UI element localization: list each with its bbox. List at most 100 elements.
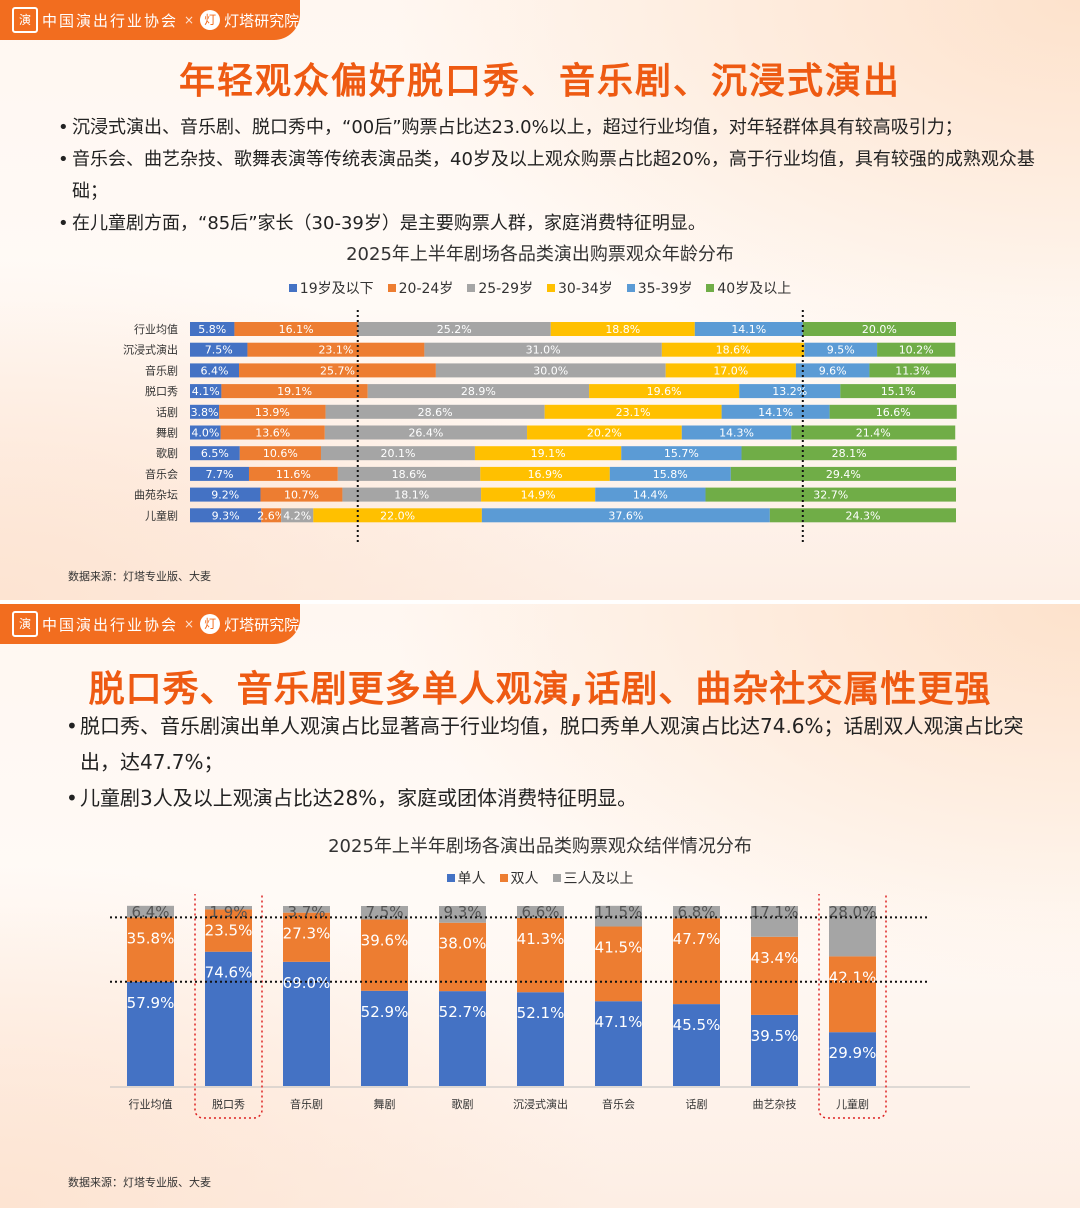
bar-segment	[681, 425, 792, 440]
category-label: 歌剧	[452, 1097, 474, 1111]
bar-segment	[221, 384, 368, 399]
bar-segment	[239, 446, 321, 461]
bar-segment	[205, 906, 252, 910]
header-logo-bar: 演 中国演出行业协会 × 灯 灯塔研究院	[0, 604, 300, 644]
bar-segment	[342, 487, 482, 502]
category-label: 沉浸式演出	[513, 1097, 568, 1111]
chart-title: 2025年上半年剧场各品类演出购票观众年龄分布	[346, 244, 734, 265]
data-label: 47.7%	[673, 930, 721, 948]
bar-segment	[481, 508, 770, 523]
institute-name: 灯塔研究院	[224, 615, 300, 634]
bar-segment	[791, 425, 956, 440]
data-label: 15.8%	[653, 468, 688, 481]
institute-name: 灯塔研究院	[224, 11, 300, 30]
bar-segment	[474, 446, 622, 461]
data-label: 41.5%	[595, 939, 643, 957]
bar-segment	[840, 384, 956, 399]
data-label: 30.0%	[533, 364, 568, 377]
data-label: 43.4%	[751, 949, 799, 967]
bar-segment	[261, 508, 282, 523]
bar-segment	[127, 981, 174, 1086]
bar-segment	[219, 404, 326, 419]
bar-segment	[705, 487, 956, 502]
legend-label: 40岁及以上	[717, 281, 792, 297]
data-label: 38.0%	[439, 935, 487, 953]
bar-segment	[550, 322, 695, 336]
data-label: 32.7%	[813, 489, 848, 502]
header-logo-bar: 演 中国演出行业协会 × 灯 灯塔研究院	[0, 0, 300, 40]
bar-segment	[190, 384, 222, 399]
legend-label: 20-24岁	[398, 281, 454, 297]
bar-segment	[205, 951, 252, 1086]
bar-segment	[481, 487, 596, 502]
data-label: 7.7%	[206, 468, 234, 481]
data-label: 18.8%	[605, 323, 640, 336]
bar-segment	[127, 917, 174, 982]
data-label: 45.5%	[673, 1016, 721, 1034]
category-label: 沉浸式演出	[123, 343, 178, 357]
bar-segment	[665, 363, 796, 378]
data-label: 14.9%	[521, 489, 556, 502]
data-label: 25.2%	[437, 323, 472, 336]
bar-segment	[877, 342, 956, 357]
bar-segment	[190, 466, 249, 481]
data-label: 14.1%	[758, 406, 793, 419]
association-logo-icon: 演	[12, 7, 38, 33]
summary-bullets: 沉浸式演出、音乐剧、脱口秀中，“00后”购票占比达23.0%以上，超过行业均值，…	[58, 112, 1038, 240]
bar-segment	[435, 363, 666, 378]
category-label: 音乐剧	[145, 363, 178, 377]
legend-item: 40岁及以上	[706, 278, 791, 298]
data-label: 7.5%	[205, 344, 233, 357]
legend-label: 30-34岁	[558, 281, 613, 297]
data-label: 23.5%	[205, 921, 253, 939]
data-label: 11.6%	[276, 468, 311, 481]
legend-label: 35-39岁	[637, 281, 693, 297]
legend-item: 双人	[499, 868, 539, 888]
bar-segment	[694, 322, 803, 336]
data-label: 14.1%	[731, 323, 766, 336]
category-label: 舞剧	[374, 1098, 396, 1111]
bar-segment	[869, 363, 956, 378]
legend-item: 三人及以上	[552, 868, 634, 888]
bullet-item: 脱口秀、音乐剧演出单人观演占比显著高于行业均值，脱口秀单人观演占比达74.6%；…	[66, 708, 1026, 780]
bar-segment	[804, 342, 878, 357]
bar-segment	[609, 466, 731, 481]
data-label: 15.7%	[664, 447, 699, 460]
category-label: 音乐会	[602, 1097, 635, 1111]
bar-segment	[829, 1032, 876, 1086]
companion-distribution-panel: 演 中国演出行业协会 × 灯 灯塔研究院 脱口秀、音乐剧更多单人观演,话剧、曲杂…	[0, 604, 1080, 1208]
data-source: 数据来源：灯塔专业版、大麦	[68, 1176, 211, 1189]
bar-segment	[751, 936, 798, 1015]
data-label: 57.9%	[127, 994, 175, 1012]
data-label: 14.4%	[633, 489, 668, 502]
chart-legend: 19岁及以下 20-24岁 25-29岁 30-34岁 35-39岁 40岁及以上	[0, 278, 1080, 298]
data-label: 31.0%	[526, 344, 561, 357]
data-label: 74.6%	[205, 964, 253, 982]
association-logo-icon: 演	[12, 611, 38, 637]
legend-item: 20-24岁	[387, 278, 454, 298]
bar-segment	[589, 384, 740, 399]
companion-stacked-column-chart: 57.9% 35.8% 6.4% 行业均值 74.6% 23.5%1.9% 脱口秀 69.0%…	[110, 894, 970, 1119]
highlight-box	[194, 894, 263, 1119]
bar-segment	[439, 991, 486, 1086]
highlight-box	[818, 894, 887, 1119]
data-label: 69.0%	[283, 974, 331, 992]
data-label: 1.9%	[209, 903, 247, 921]
data-label: 23.1%	[616, 406, 651, 419]
legend-item: 35-39岁	[626, 278, 693, 298]
data-label: 17.0%	[713, 364, 748, 377]
association-name: 中国演出行业协会	[42, 11, 179, 30]
bar-segment	[337, 466, 481, 481]
category-label: 舞剧	[156, 427, 178, 440]
data-label: 28.9%	[461, 385, 496, 398]
bar-segment	[190, 363, 240, 378]
bar-segment	[190, 404, 220, 419]
bar-segment	[673, 906, 720, 919]
data-label: 16.6%	[876, 406, 911, 419]
bar-segment	[673, 1004, 720, 1086]
bar-segment	[357, 322, 551, 336]
data-label: 2.6%	[257, 509, 285, 522]
legend-label: 19岁及以下	[299, 281, 374, 297]
legend-label: 25-29岁	[478, 281, 533, 297]
bar-segment	[324, 425, 528, 440]
